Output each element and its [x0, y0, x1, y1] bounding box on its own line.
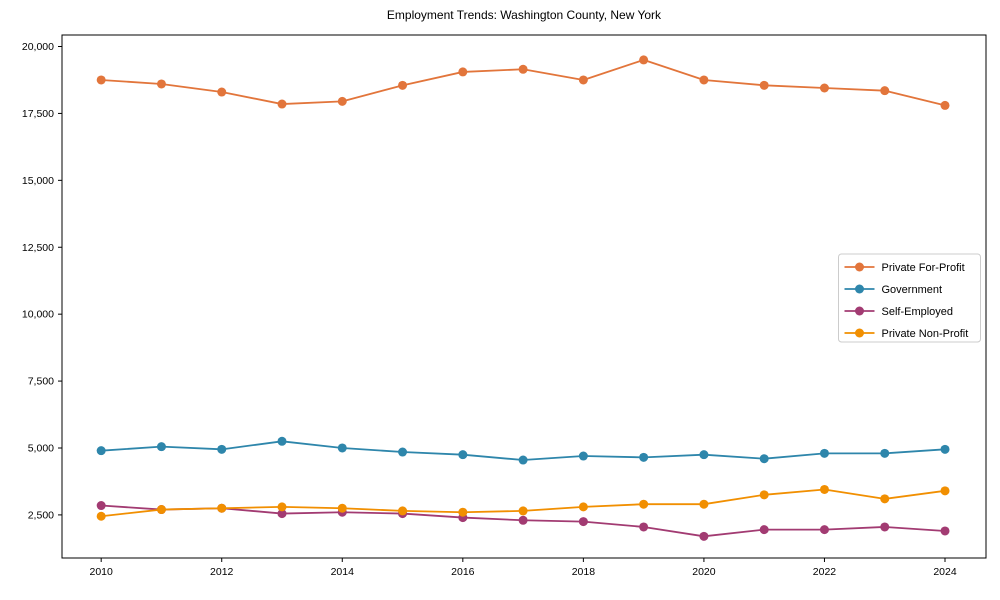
x-tick-label: 2018 [572, 566, 596, 578]
series-marker [156, 79, 166, 89]
y-tick-label: 7,500 [28, 376, 54, 388]
series-marker [458, 507, 468, 517]
series-marker [880, 448, 890, 458]
series-marker [759, 454, 769, 464]
x-tick-label: 2024 [933, 566, 957, 578]
series-marker [156, 505, 166, 515]
series-marker [337, 443, 347, 453]
legend-label: Government [882, 284, 943, 296]
series-marker [578, 502, 588, 512]
series-marker [518, 515, 528, 525]
y-tick-label: 10,000 [22, 309, 54, 321]
series-marker [639, 55, 649, 65]
series-marker [337, 96, 347, 106]
series-marker [398, 447, 408, 457]
series-marker [880, 86, 890, 96]
x-tick-label: 2016 [451, 566, 475, 578]
series-marker [639, 522, 649, 532]
series-marker [96, 501, 106, 511]
series-marker [940, 526, 950, 536]
series-marker [518, 455, 528, 465]
x-tick-label: 2014 [331, 566, 355, 578]
legend-box [838, 253, 981, 343]
series-marker [759, 525, 769, 535]
y-tick-label: 12,500 [22, 242, 54, 254]
series-marker [819, 484, 829, 494]
series-marker [96, 511, 106, 521]
series-marker [699, 499, 709, 509]
legend-sample-marker [855, 284, 864, 294]
series-marker [699, 75, 709, 85]
series-marker [458, 67, 468, 77]
y-tick-label: 17,500 [22, 108, 54, 120]
series-marker [277, 509, 287, 519]
series-marker [819, 525, 829, 535]
series-marker [217, 87, 227, 97]
series-marker [578, 75, 588, 85]
chart-title: Employment Trends: Washington County, Ne… [386, 8, 662, 22]
series-marker [880, 494, 890, 504]
series-marker [578, 451, 588, 461]
series-marker [759, 490, 769, 500]
series-marker [458, 450, 468, 460]
series-marker [940, 444, 950, 454]
series-marker [277, 502, 287, 512]
series-marker [578, 517, 588, 527]
legend-sample-marker [855, 306, 864, 316]
legend-sample-marker [855, 262, 864, 272]
y-tick-label: 5,000 [28, 442, 54, 454]
series-marker [398, 506, 408, 516]
legend-sample-marker [855, 328, 864, 338]
series-marker [337, 503, 347, 513]
plot-border [61, 34, 987, 559]
y-tick-label: 15,000 [22, 175, 54, 187]
series-marker [940, 100, 950, 110]
y-tick-label: 20,000 [22, 41, 54, 53]
series-marker [880, 522, 890, 532]
series-marker [96, 446, 106, 456]
x-tick-label: 2012 [210, 566, 234, 578]
series-marker [277, 436, 287, 446]
series-marker [819, 83, 829, 93]
y-tick-label: 2,500 [28, 509, 54, 521]
series-marker [639, 499, 649, 509]
series-marker [699, 450, 709, 460]
series-marker [639, 452, 649, 462]
legend-label: Private For-Profit [882, 262, 965, 274]
series-marker [156, 442, 166, 452]
series-marker [518, 64, 528, 74]
series-marker [699, 531, 709, 541]
x-tick-label: 2020 [692, 566, 716, 578]
x-tick-label: 2010 [89, 566, 113, 578]
series-marker [277, 99, 287, 109]
series-marker [819, 448, 829, 458]
series-marker [217, 503, 227, 513]
series-marker [518, 506, 528, 516]
x-tick-label: 2022 [813, 566, 837, 578]
series-marker [96, 75, 106, 85]
series-marker [398, 80, 408, 90]
series-marker [759, 80, 769, 90]
legend-label: Self-Employed [882, 306, 954, 318]
legend-label: Private Non-Profit [882, 328, 969, 340]
series-marker [940, 486, 950, 496]
series-marker [217, 444, 227, 454]
